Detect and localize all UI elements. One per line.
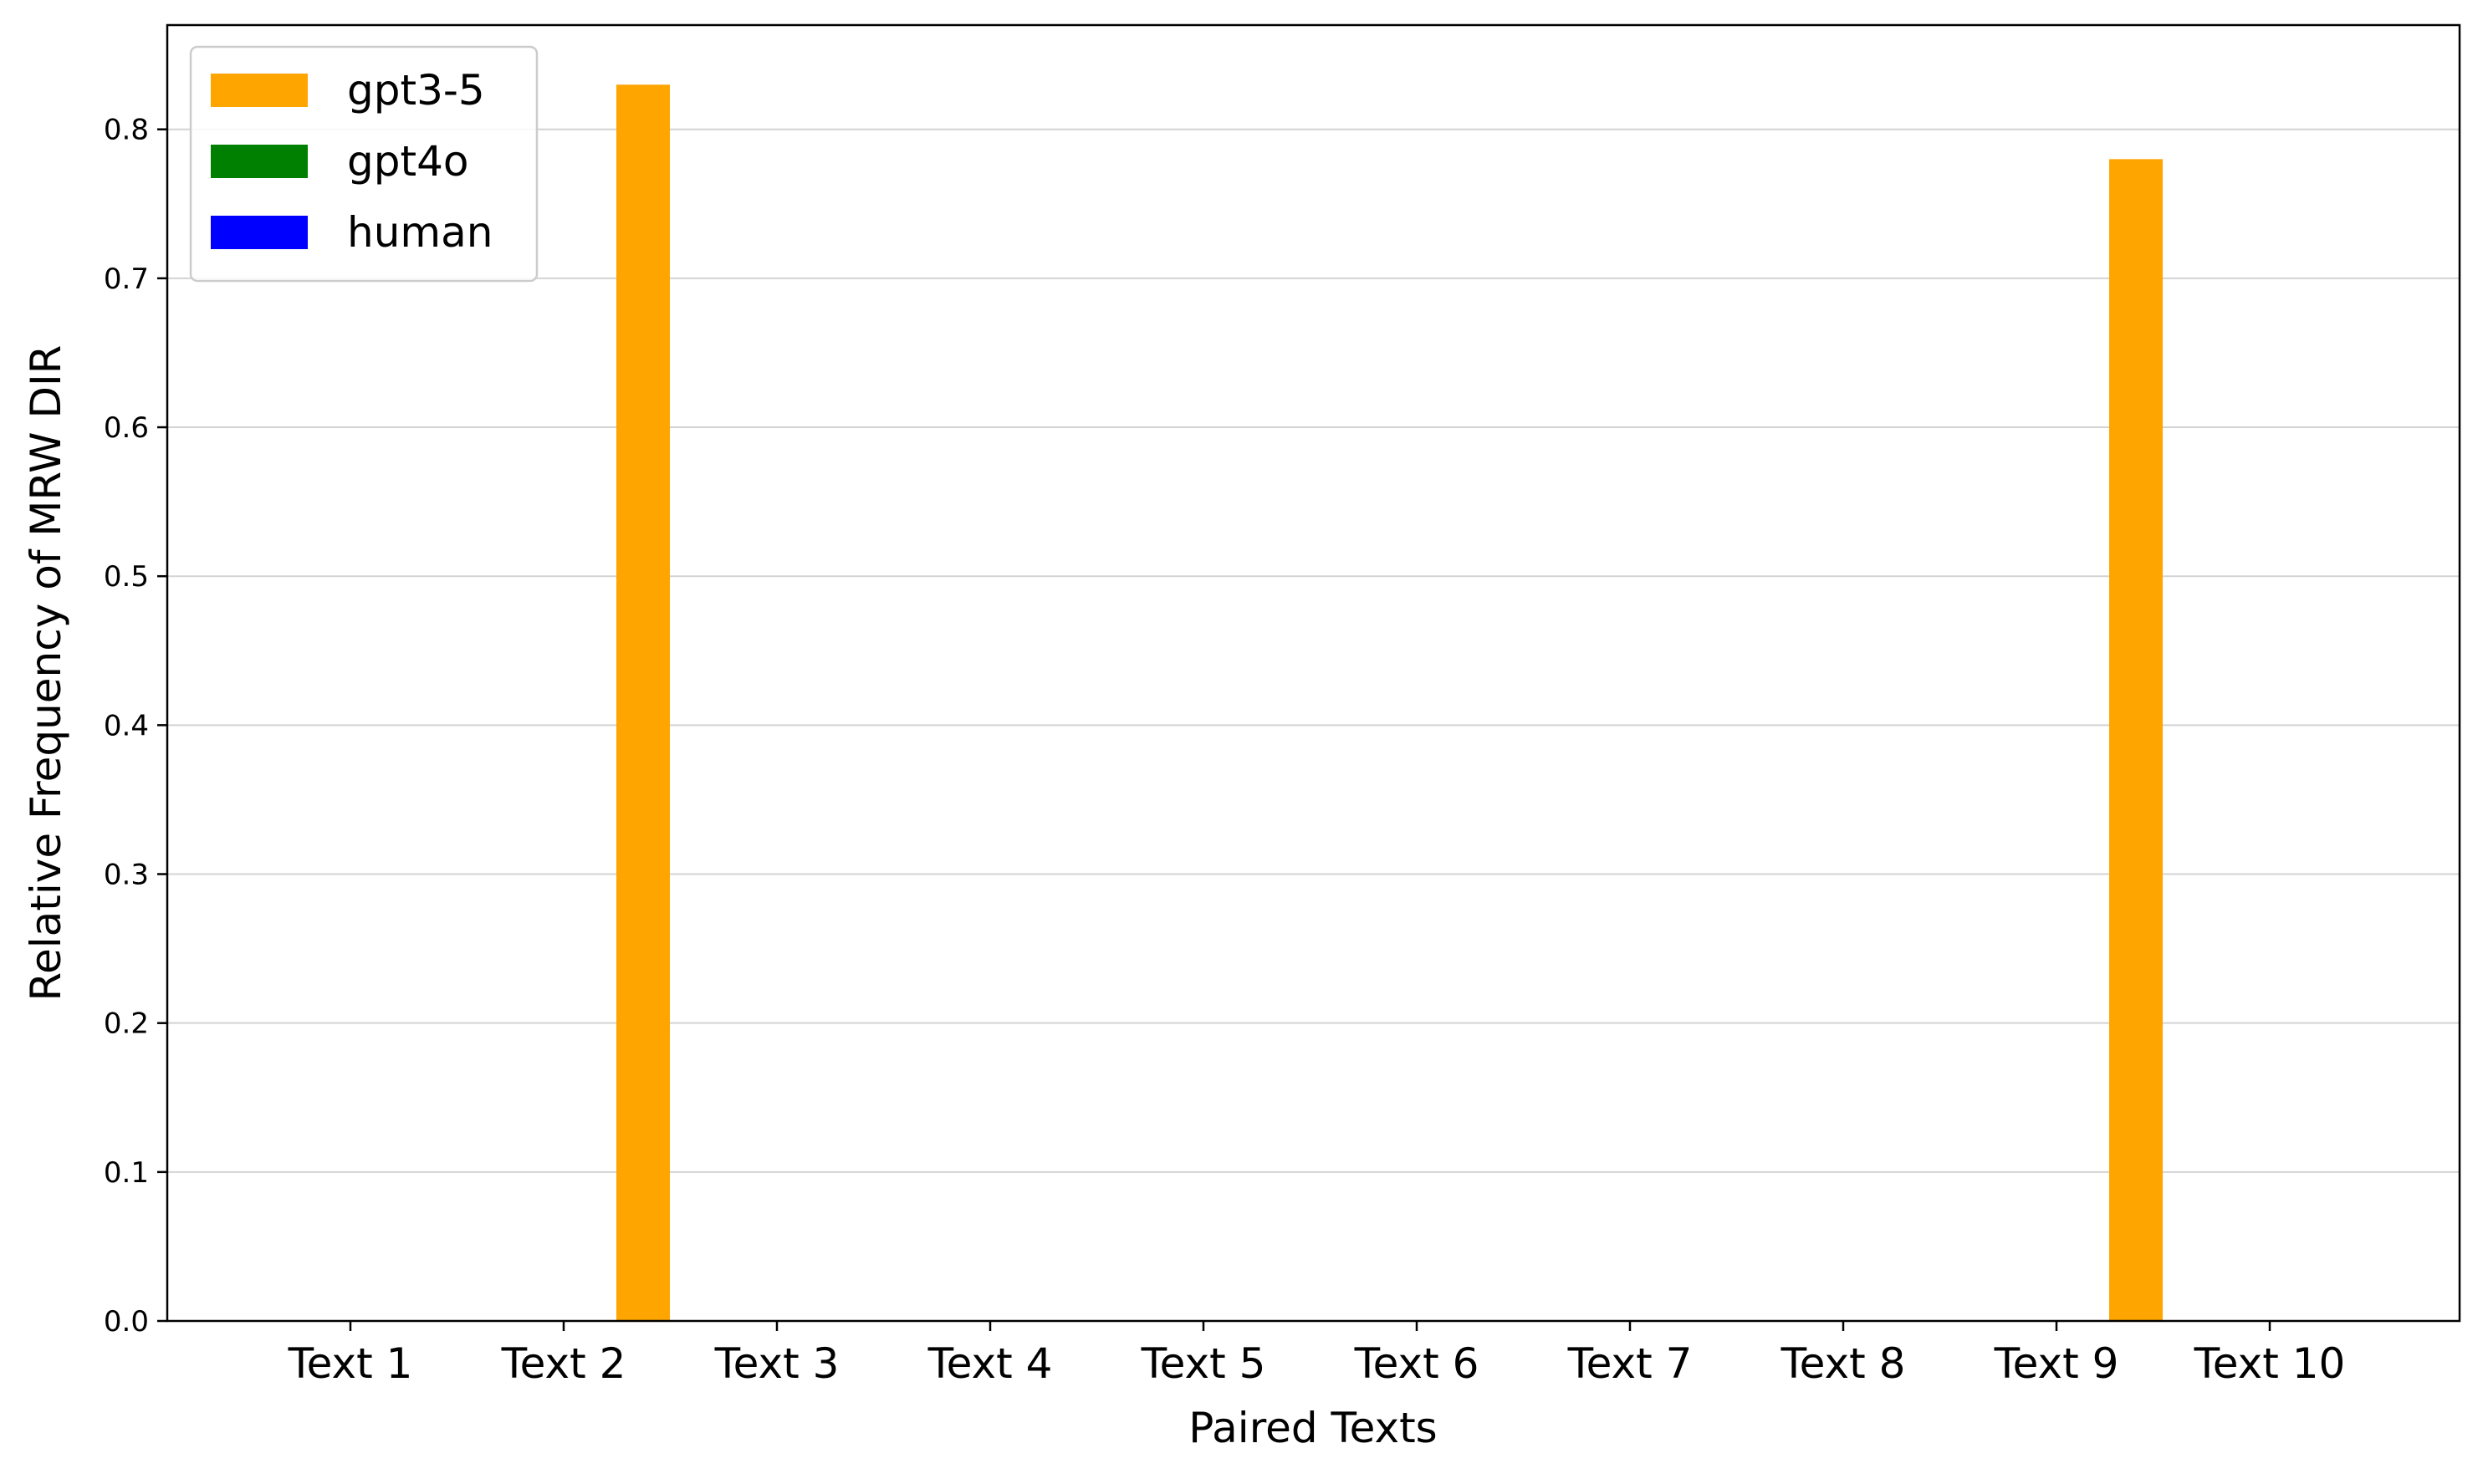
x-axis-label: Paired Texts	[1188, 1404, 1437, 1452]
y-tick-label: 0.2	[104, 1007, 149, 1041]
y-axis-label: Relative Frequency of MRW DIR	[22, 345, 70, 1002]
legend-swatch-human	[211, 216, 308, 249]
legend-label-human: human	[347, 208, 493, 257]
y-tick-label: 0.3	[104, 859, 149, 892]
y-tick-label: 0.7	[104, 263, 149, 296]
legend-label-gpt3-5: gpt3-5	[347, 66, 485, 115]
y-axis: 0.0 0.1 0.2 0.3 0.4 0.5 0.6 0.7 0.8	[104, 114, 167, 1339]
x-tick-label: Text 9	[1994, 1339, 2119, 1388]
plot-frame	[166, 23, 2461, 1323]
x-tick-label: Text 5	[1141, 1339, 1266, 1388]
x-tick-label: Text 3	[714, 1339, 840, 1388]
x-tick-label: Text 6	[1354, 1339, 1479, 1388]
y-tick-label: 0.1	[104, 1156, 149, 1190]
y-tick-label: 0.8	[104, 114, 149, 147]
y-tick-label: 0.0	[104, 1305, 149, 1339]
x-tick-label: Text 8	[1781, 1339, 1906, 1388]
bar-gpt3-5-10	[2109, 159, 2163, 1321]
bars-layer	[616, 84, 2163, 1321]
legend-label-gpt4o: gpt4o	[347, 137, 468, 186]
x-tick-label: Text 1	[288, 1339, 413, 1388]
x-axis: Text 1 Text 2 Text 3 Text 4 Text 5 Text 6 Text…	[288, 1321, 2346, 1388]
x-tick-label: Text 7	[1567, 1339, 1693, 1388]
y-tick-label: 0.5	[104, 560, 149, 594]
grid-layer	[167, 128, 2460, 1173]
x-tick-label: Text 2	[501, 1339, 626, 1388]
x-tick-label: Text 4	[927, 1339, 1053, 1388]
bar-gpt3-5-3	[616, 84, 670, 1321]
legend: gpt3-5 gpt4o human	[189, 45, 539, 283]
y-tick-label: 0.4	[104, 709, 149, 742]
legend-swatch-gpt4o	[211, 145, 308, 178]
x-tick-label: Text 10	[2194, 1339, 2346, 1388]
y-tick-label: 0.6	[104, 411, 149, 445]
legend-swatch-gpt3-5	[211, 74, 308, 107]
